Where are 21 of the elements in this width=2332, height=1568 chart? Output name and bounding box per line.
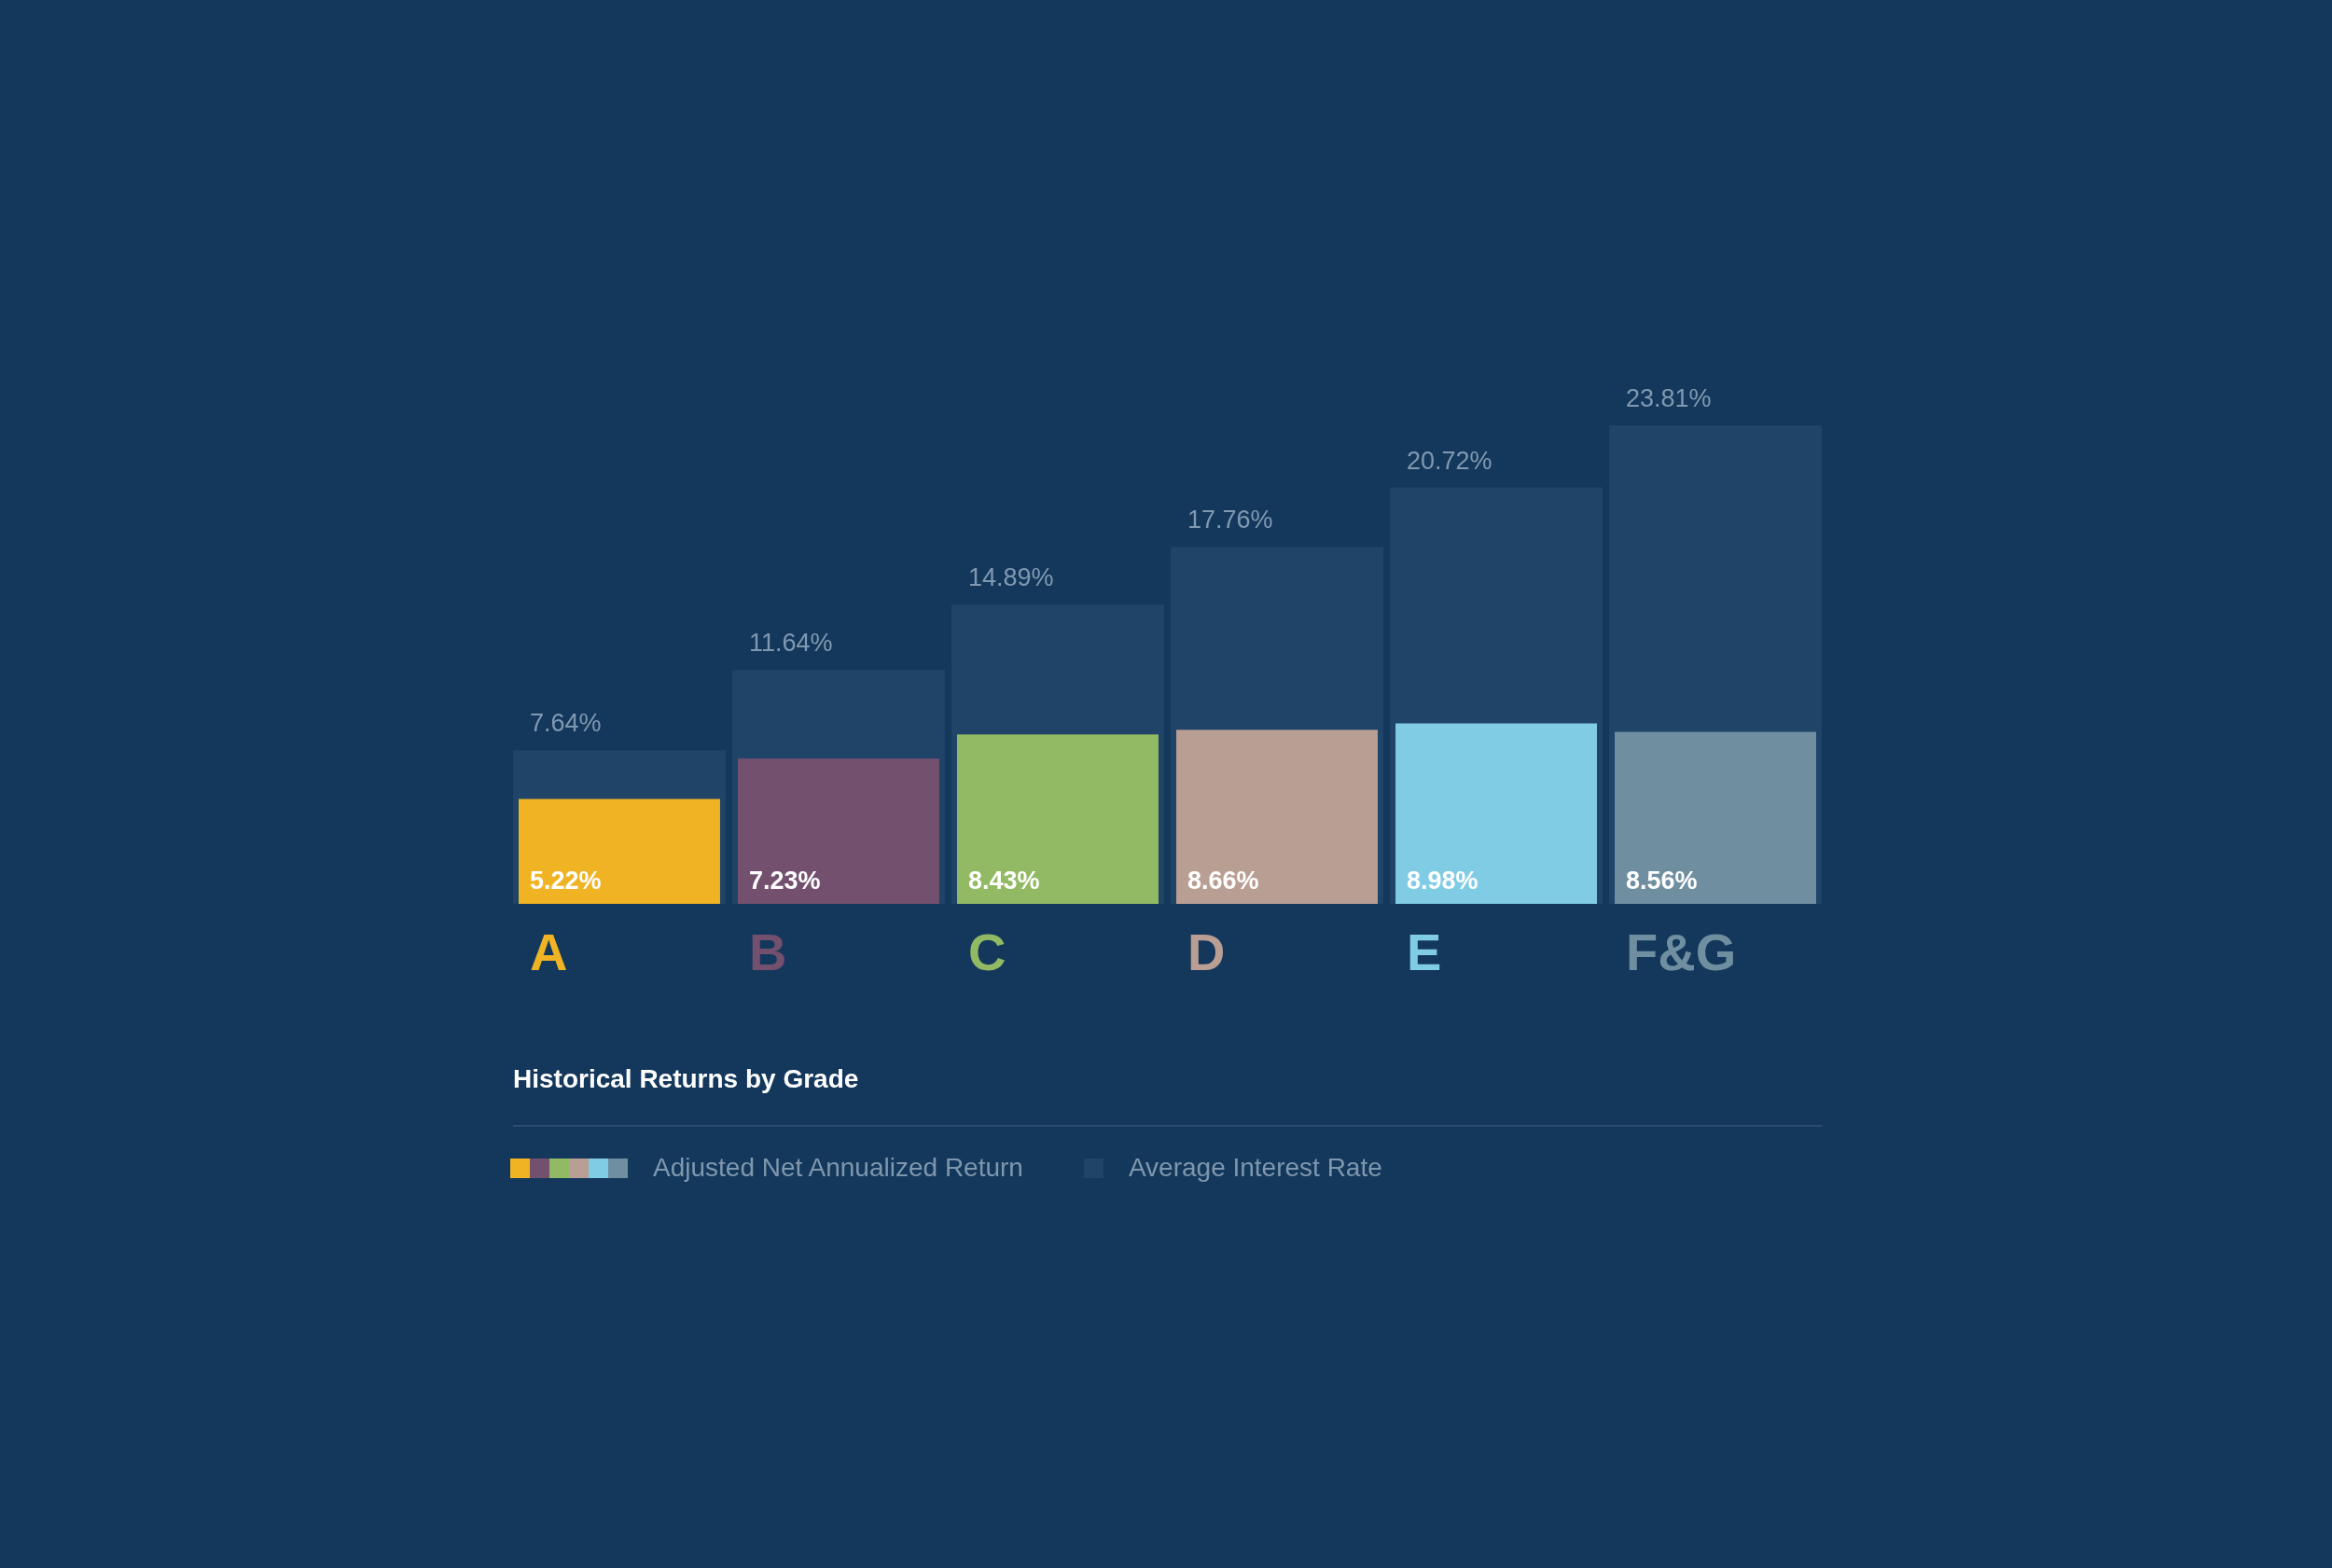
data-label: 11.64% — [749, 629, 833, 658]
data-label: 5.22% — [530, 867, 602, 895]
data-label: 8.56% — [1626, 867, 1698, 895]
data-label: 7.64% — [530, 709, 602, 738]
text: Historical Returns by Grade — [513, 1064, 859, 1093]
data-label: 17.76% — [1187, 506, 1273, 534]
data-label: 7.23% — [749, 867, 821, 895]
x-tick-label: E — [1407, 923, 1442, 981]
data-label: 23.81% — [1626, 384, 1712, 412]
x-tick-label: C — [968, 923, 1006, 981]
data-label: 8.66% — [1187, 867, 1259, 895]
data-label: 8.98% — [1407, 867, 1478, 895]
x-tick-label: D — [1187, 923, 1226, 981]
legend-label: Average Interest Rate — [1128, 1153, 1382, 1182]
data-label: 14.89% — [968, 563, 1054, 592]
legend-label: Adjusted Net Annualized Return — [653, 1153, 1023, 1182]
x-tick-label: A — [530, 923, 568, 981]
data-label: 20.72% — [1407, 446, 1492, 475]
x-tick-label: F&G — [1626, 923, 1737, 981]
x-tick-label: B — [749, 923, 787, 981]
data-label: 8.43% — [968, 867, 1040, 895]
